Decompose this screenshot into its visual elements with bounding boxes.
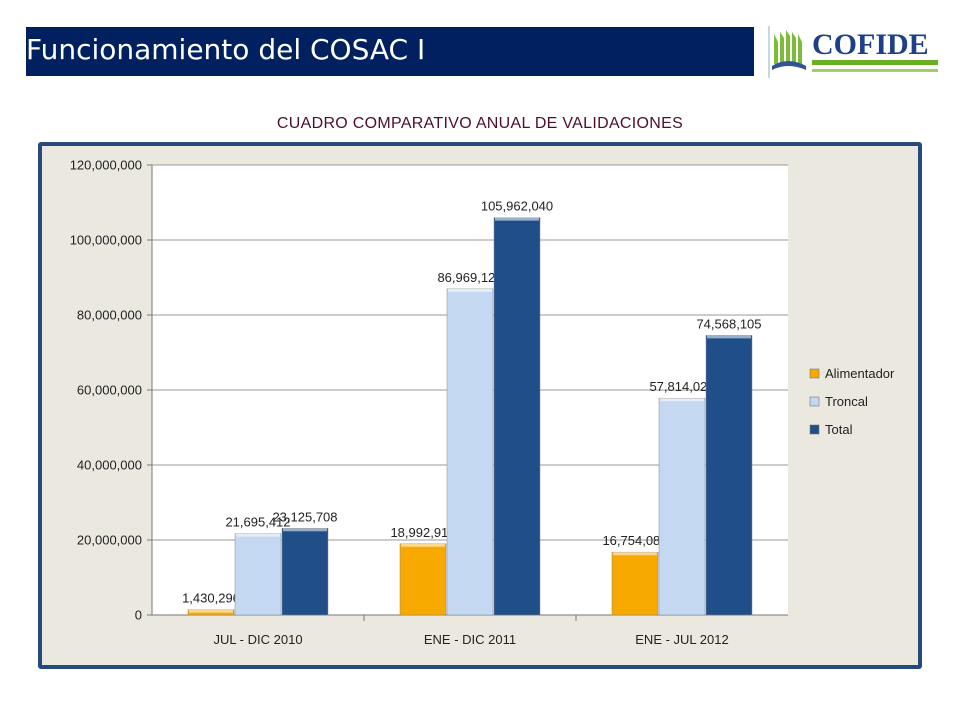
data-label: 16,754,085 [602, 533, 667, 548]
x-tick-label: ENE - DIC 2011 [424, 632, 516, 647]
bar-highlight [448, 288, 492, 292]
y-tick-label: 60,000,000 [77, 383, 142, 398]
bar-highlight [401, 543, 445, 547]
bar-troncal [446, 288, 494, 616]
title-bar: Funcionamiento del COSAC I [26, 27, 754, 76]
data-label: 105,962,040 [481, 199, 553, 214]
x-tick-label: JUL - DIC 2010 [213, 632, 302, 647]
data-label: 86,969,121 [437, 270, 502, 285]
bar-highlight [707, 335, 751, 339]
chart-frame: 0 20,000,000 40,000,000 60,000,000 80,000,00… [38, 142, 922, 669]
bar-highlight [236, 533, 280, 537]
data-label: 18,992,919 [390, 525, 455, 540]
data-label: 74,568,105 [696, 316, 761, 331]
legend-label: Total [825, 422, 853, 437]
bar-total [493, 217, 541, 616]
y-tick-label: 120,000,000 [70, 158, 142, 173]
bar-chart: 0 20,000,000 40,000,000 60,000,000 80,000,00… [70, 158, 895, 648]
bar-total [705, 335, 753, 616]
bar-highlight [283, 528, 327, 532]
y-tick-label: 0 [135, 608, 142, 623]
page-title: Funcionamiento del COSAC I [26, 33, 426, 66]
bar-highlight [189, 609, 233, 613]
bar-total [281, 528, 329, 616]
logo-text: COFIDE [812, 28, 929, 61]
cofide-logo-icon: COFIDE [768, 26, 938, 78]
bar-highlight [660, 398, 704, 402]
bar-highlight [495, 217, 539, 221]
legend-swatch-troncal [809, 396, 820, 407]
data-label: 23,125,708 [272, 509, 337, 524]
x-tick-label: ENE - JUL 2012 [635, 632, 728, 647]
y-tick-label: 100,000,000 [70, 233, 142, 248]
legend-label: Troncal [825, 394, 868, 409]
chart-title: CUADRO COMPARATIVO ANUAL DE VALIDACIONES [276, 115, 684, 132]
bar-troncal [658, 397, 706, 616]
legend-swatch-total [809, 424, 820, 435]
y-tick-label: 80,000,000 [77, 308, 142, 323]
legend-swatch-alimentador [809, 368, 820, 379]
bar-troncal [234, 533, 282, 616]
data-label: 21,695,412 [225, 515, 290, 530]
legend-label: Alimentador [825, 366, 895, 381]
y-tick-label: 20,000,000 [77, 533, 142, 548]
bar-highlight [613, 552, 657, 556]
bar-alimentador [611, 551, 659, 616]
data-label: 57,814,020 [649, 379, 714, 394]
y-tick-label: 40,000,000 [77, 458, 142, 473]
bar-alimentador [399, 543, 447, 616]
data-label: 1,430,296 [182, 591, 240, 606]
